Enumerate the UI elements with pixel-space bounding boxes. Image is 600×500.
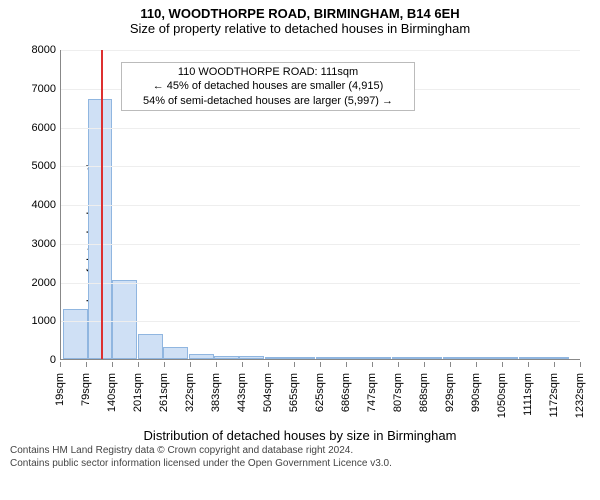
- x-tick-mark: [476, 362, 477, 367]
- histogram-bar: [417, 357, 442, 359]
- histogram-bar: [138, 334, 163, 359]
- histogram-bar: [63, 309, 88, 359]
- histogram-bar: [392, 357, 417, 359]
- x-tick-mark: [580, 362, 581, 367]
- x-tick-label: 686sqm: [340, 373, 352, 423]
- x-tick-mark: [398, 362, 399, 367]
- x-tick-mark: [528, 362, 529, 367]
- x-tick-label: 383sqm: [210, 373, 222, 423]
- property-marker-line: [101, 50, 103, 359]
- x-tick-mark: [320, 362, 321, 367]
- y-tick-label: 3000: [16, 238, 56, 250]
- x-tick-label: 443sqm: [236, 373, 248, 423]
- y-tick-label: 5000: [16, 160, 56, 172]
- y-tick-label: 0: [16, 354, 56, 366]
- x-tick-label: 990sqm: [470, 373, 482, 423]
- x-tick-mark: [346, 362, 347, 367]
- x-tick-mark: [138, 362, 139, 367]
- histogram-bar: [341, 357, 366, 359]
- histogram-bar: [265, 357, 290, 359]
- histogram-bar: [519, 357, 544, 359]
- x-tick-mark: [268, 362, 269, 367]
- y-tick-label: 1000: [16, 315, 56, 327]
- x-tick-label: 625sqm: [314, 373, 326, 423]
- attribution-footer: Contains HM Land Registry data © Crown c…: [0, 440, 600, 470]
- gridline: [61, 205, 580, 206]
- x-tick-mark: [294, 362, 295, 367]
- gridline: [61, 244, 580, 245]
- histogram-bar: [189, 354, 214, 359]
- annotation-line: 110 WOODTHORPE ROAD: 111sqm: [128, 65, 408, 79]
- histogram-bar: [290, 357, 315, 359]
- histogram-bar: [443, 357, 468, 359]
- x-tick-mark: [554, 362, 555, 367]
- x-tick-mark: [216, 362, 217, 367]
- x-tick-label: 19sqm: [54, 373, 66, 423]
- x-tick-label: 1232sqm: [574, 373, 586, 423]
- footer-line-1: Contains HM Land Registry data © Crown c…: [10, 444, 590, 457]
- histogram-bar: [239, 356, 264, 359]
- y-ticks: 010002000300040005000600070008000: [14, 50, 58, 360]
- x-tick-label: 261sqm: [158, 373, 170, 423]
- gridline: [61, 50, 580, 51]
- histogram-bar: [544, 357, 569, 359]
- histogram-bar: [366, 357, 391, 359]
- footer-line-2: Contains public sector information licen…: [10, 457, 590, 470]
- x-tick-label: 322sqm: [184, 373, 196, 423]
- x-tick-label: 1050sqm: [496, 373, 508, 423]
- x-tick-mark: [242, 362, 243, 367]
- histogram-bar: [493, 357, 518, 359]
- x-tick-mark: [372, 362, 373, 367]
- annotation-line: ← 45% of detached houses are smaller (4,…: [128, 79, 408, 93]
- x-tick-mark: [424, 362, 425, 367]
- x-tick-label: 1172sqm: [548, 373, 560, 423]
- x-tick-mark: [86, 362, 87, 367]
- y-tick-label: 7000: [16, 83, 56, 95]
- x-tick-label: 565sqm: [288, 373, 300, 423]
- chart-title: 110, WOODTHORPE ROAD, BIRMINGHAM, B14 6E…: [0, 0, 600, 21]
- y-tick-label: 2000: [16, 277, 56, 289]
- x-tick-mark: [450, 362, 451, 367]
- chart-subtitle: Size of property relative to detached ho…: [0, 21, 600, 40]
- y-tick-label: 8000: [16, 44, 56, 56]
- gridline: [61, 166, 580, 167]
- x-tick-label: 140sqm: [106, 373, 118, 423]
- histogram-bar: [468, 357, 493, 359]
- x-tick-label: 79sqm: [80, 373, 92, 423]
- annotation-box: 110 WOODTHORPE ROAD: 111sqm← 45% of deta…: [121, 62, 415, 111]
- x-axis-label: Distribution of detached houses by size …: [0, 428, 600, 443]
- x-tick-label: 807sqm: [392, 373, 404, 423]
- x-tick-label: 929sqm: [444, 373, 456, 423]
- x-tick-label: 868sqm: [418, 373, 430, 423]
- histogram-bar: [112, 280, 137, 359]
- x-tick-mark: [112, 362, 113, 367]
- y-tick-label: 6000: [16, 122, 56, 134]
- x-tick-mark: [164, 362, 165, 367]
- x-tick-mark: [60, 362, 61, 367]
- x-ticks: 19sqm79sqm140sqm201sqm261sqm322sqm383sqm…: [60, 362, 580, 422]
- gridline: [61, 321, 580, 322]
- x-tick-mark: [190, 362, 191, 367]
- x-tick-label: 747sqm: [366, 373, 378, 423]
- gridline: [61, 283, 580, 284]
- chart-area: Number of detached properties 0100020003…: [0, 40, 600, 440]
- gridline: [61, 128, 580, 129]
- x-tick-label: 504sqm: [262, 373, 274, 423]
- x-tick-label: 201sqm: [132, 373, 144, 423]
- x-tick-label: 1111sqm: [522, 373, 534, 423]
- annotation-line: 54% of semi-detached houses are larger (…: [128, 94, 408, 108]
- x-tick-mark: [502, 362, 503, 367]
- y-tick-label: 4000: [16, 199, 56, 211]
- histogram-bar: [163, 347, 188, 359]
- plot-region: 110 WOODTHORPE ROAD: 111sqm← 45% of deta…: [60, 50, 580, 360]
- histogram-bar: [316, 357, 341, 359]
- histogram-bar: [214, 356, 239, 359]
